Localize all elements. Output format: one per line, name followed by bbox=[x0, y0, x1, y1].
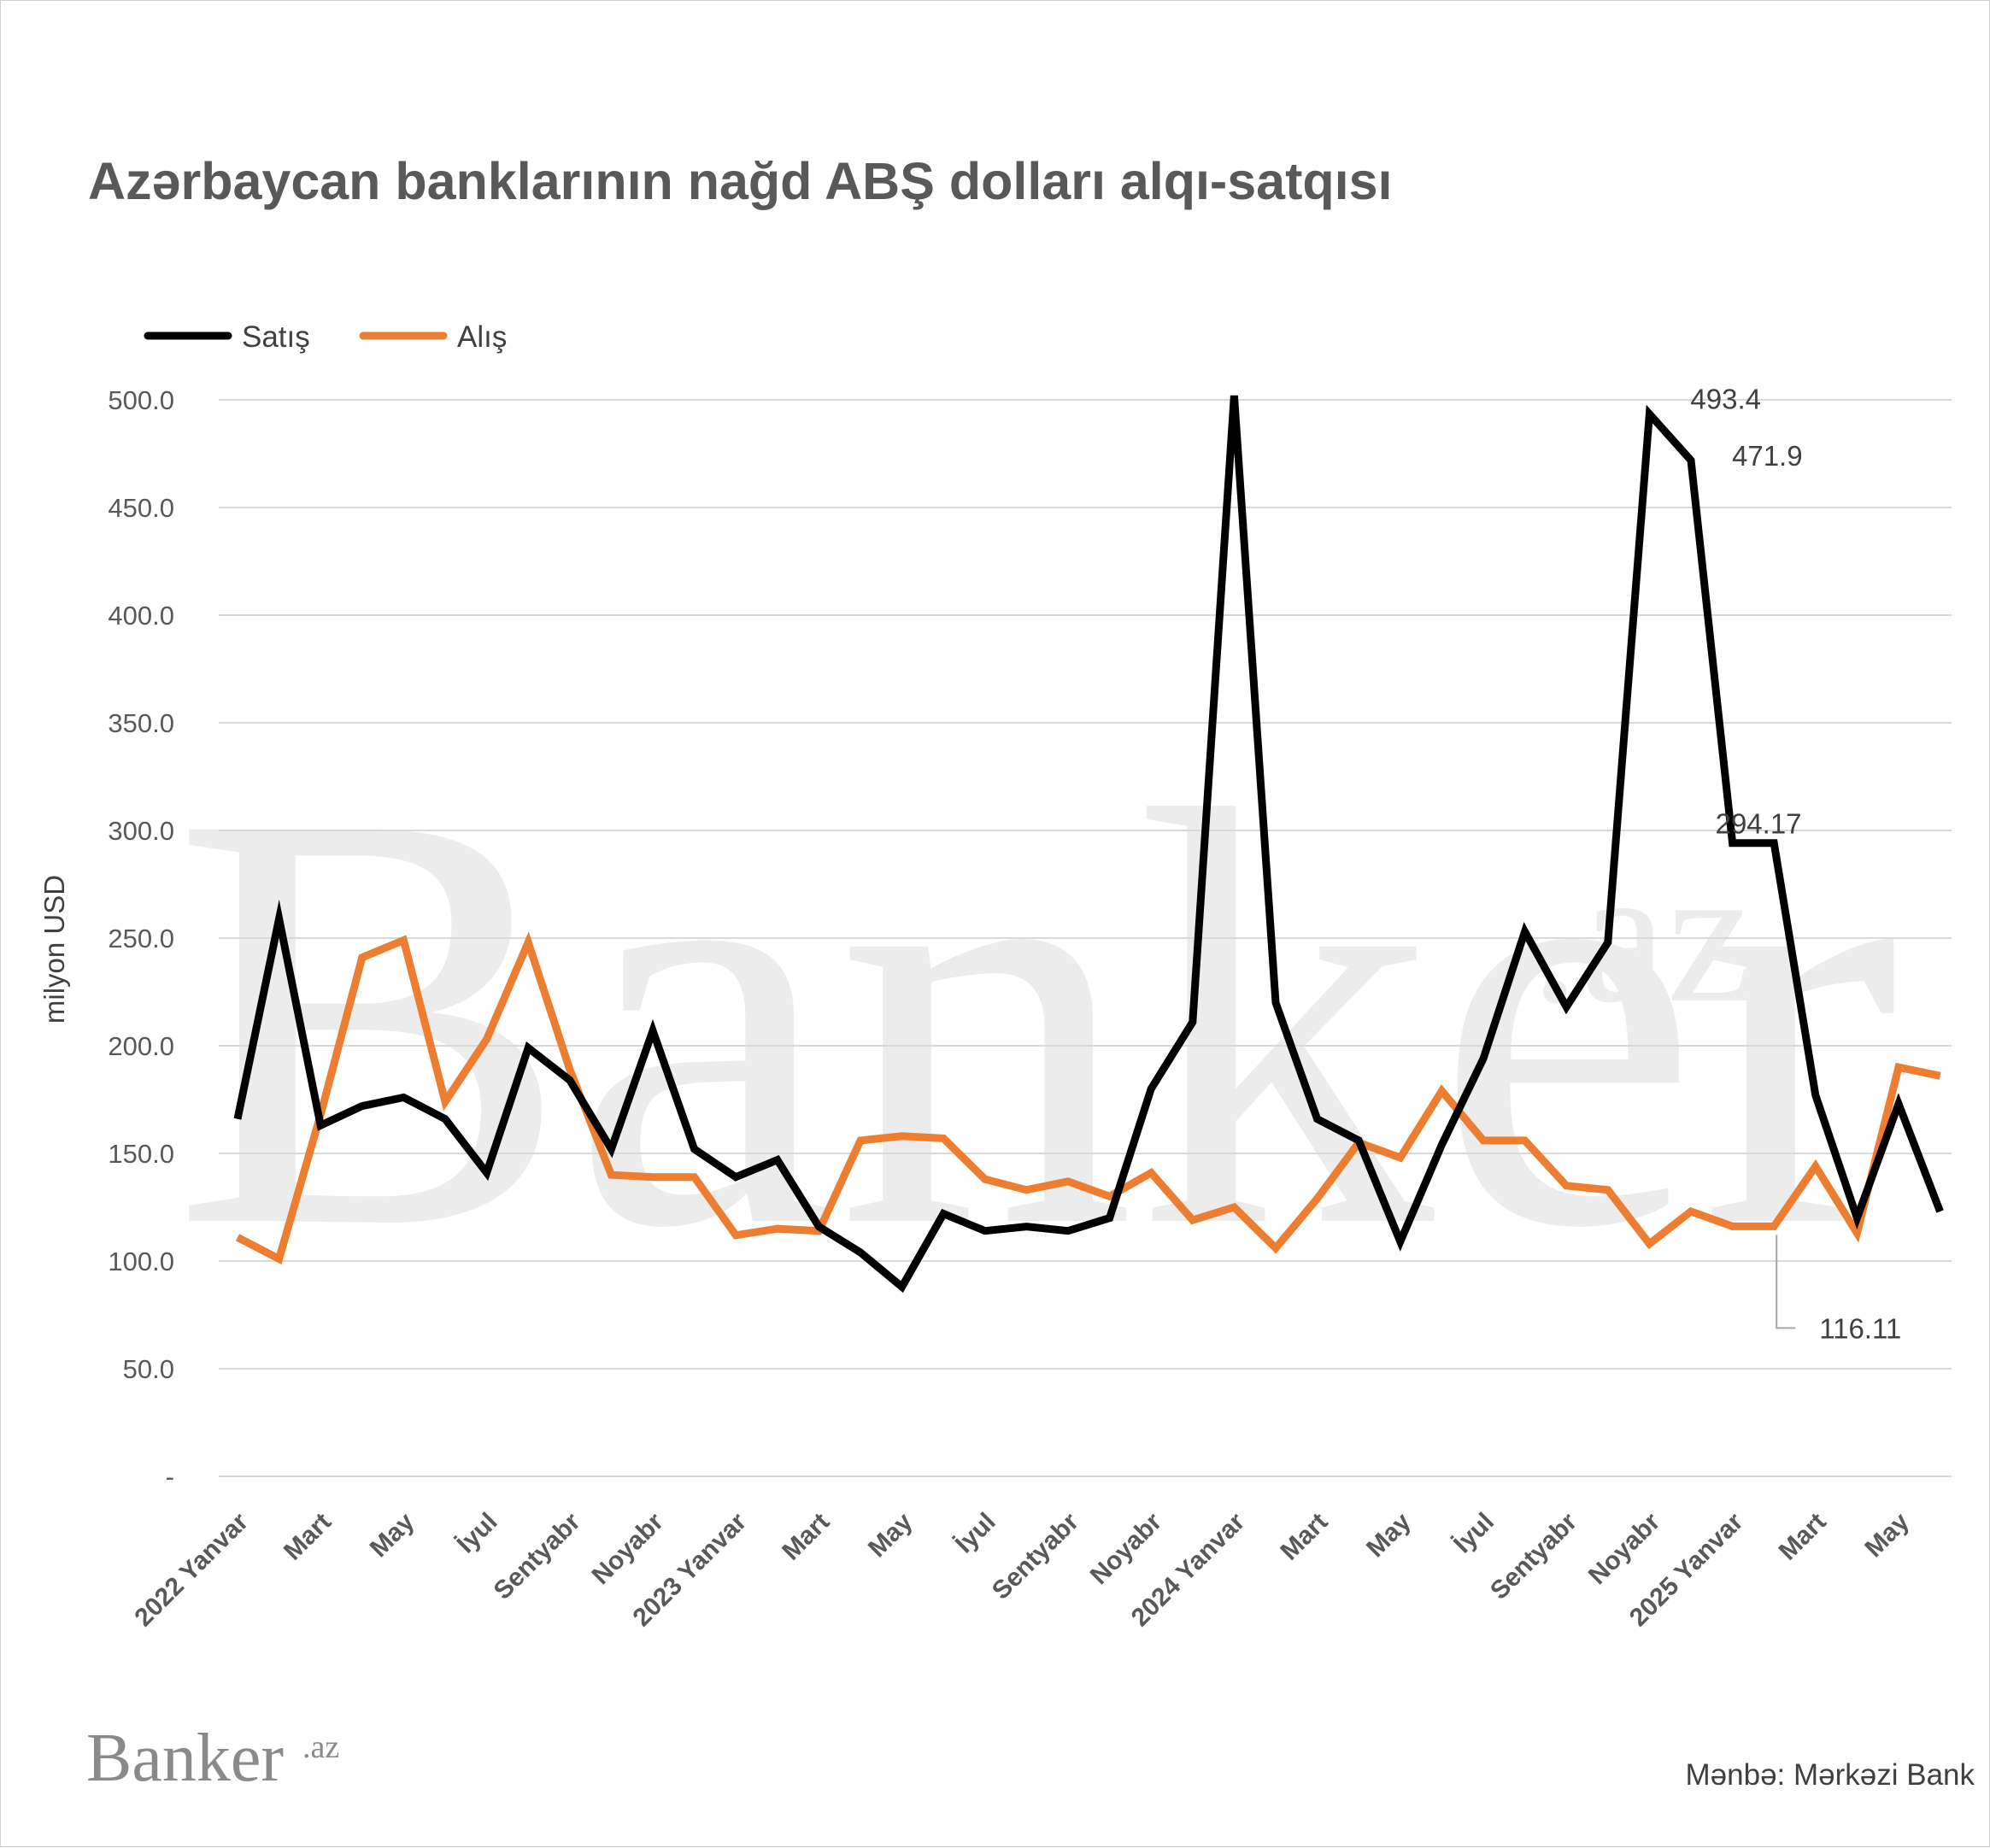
watermark: Banker .az bbox=[172, 689, 1899, 1351]
watermark-suffix: .az bbox=[1530, 825, 1754, 1043]
y-tick-label: 500.0 bbox=[108, 385, 174, 415]
series-line-alis bbox=[235, 931, 1941, 1265]
y-tick-label: 200.0 bbox=[108, 1031, 174, 1061]
x-tick-label: Mart bbox=[279, 1508, 337, 1566]
legend: Satış Alış bbox=[144, 320, 507, 354]
x-tick-label: Noyabr bbox=[1583, 1507, 1666, 1590]
logo-suffix: .az bbox=[302, 1729, 339, 1765]
source-note: Mənbə: Mərkəzi Bank bbox=[1686, 1758, 1975, 1792]
banker-logo: Banker .az bbox=[86, 1721, 339, 1796]
y-tick-label: - bbox=[166, 1462, 174, 1492]
legend-label-alis: Alış bbox=[457, 320, 507, 354]
x-tick-label: May bbox=[863, 1507, 919, 1563]
x-tick-label: Sentyabr bbox=[489, 1507, 586, 1605]
y-tick-label: 400.0 bbox=[108, 601, 174, 631]
x-tick-label: May bbox=[365, 1507, 420, 1563]
y-tick-label: 50.0 bbox=[123, 1354, 174, 1384]
data-label: 471.9 bbox=[1732, 440, 1803, 472]
x-tick-label: Noyabr bbox=[1085, 1507, 1168, 1590]
x-tick-label: Noyabr bbox=[587, 1507, 670, 1590]
series-lines bbox=[233, 395, 1944, 1294]
logo-name: Banker bbox=[86, 1721, 284, 1796]
x-tick-label: Mart bbox=[1774, 1508, 1832, 1566]
data-label: 116.11 bbox=[1819, 1312, 1901, 1344]
series-line-satis bbox=[233, 395, 1944, 1294]
x-tick-label: İyul bbox=[452, 1508, 503, 1559]
x-tick-label: May bbox=[1859, 1507, 1915, 1563]
x-tick-label: Mart bbox=[1275, 1508, 1333, 1566]
y-axis-ticks: - 50.0 100.0 150.0 200.0 250.0 300.0 350.0 400.0… bbox=[108, 385, 174, 1492]
x-tick-label: Sentyabr bbox=[1485, 1507, 1582, 1605]
legend-label-satis: Satış bbox=[242, 320, 310, 354]
annotation-leader bbox=[1776, 1235, 1796, 1329]
data-label: 294.17 bbox=[1716, 808, 1802, 840]
y-tick-label: 100.0 bbox=[108, 1247, 174, 1276]
gridlines bbox=[219, 399, 1952, 1477]
data-labels: 493.4 471.9 294.17 116.11 bbox=[1690, 384, 1901, 1345]
annotation-leaders bbox=[1776, 1235, 1796, 1329]
y-axis-label: milyon USD bbox=[38, 875, 70, 1024]
y-tick-label: 450.0 bbox=[108, 493, 174, 523]
x-tick-label: Sentyabr bbox=[987, 1507, 1084, 1605]
y-tick-label: 150.0 bbox=[108, 1139, 174, 1169]
data-label: 493.4 bbox=[1690, 384, 1761, 415]
x-tick-label: İyul bbox=[1448, 1508, 1500, 1559]
x-tick-label: May bbox=[1361, 1507, 1417, 1563]
x-tick-label: İyul bbox=[950, 1508, 1001, 1559]
chart-title: Azərbaycan banklarının nağd ABŞ dolları … bbox=[88, 152, 1393, 210]
x-tick-label: Mart bbox=[777, 1508, 835, 1566]
x-tick-label: 2022 Yanvar bbox=[129, 1507, 254, 1632]
y-tick-label: 300.0 bbox=[108, 816, 174, 846]
watermark-name: Banker bbox=[172, 689, 1899, 1351]
y-tick-label: 350.0 bbox=[108, 708, 174, 738]
y-tick-label: 250.0 bbox=[108, 924, 174, 953]
